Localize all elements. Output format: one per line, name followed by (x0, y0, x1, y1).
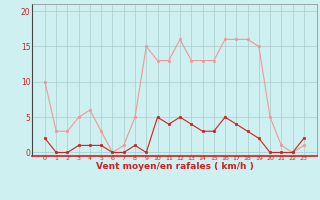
X-axis label: Vent moyen/en rafales ( km/h ): Vent moyen/en rafales ( km/h ) (96, 162, 253, 171)
